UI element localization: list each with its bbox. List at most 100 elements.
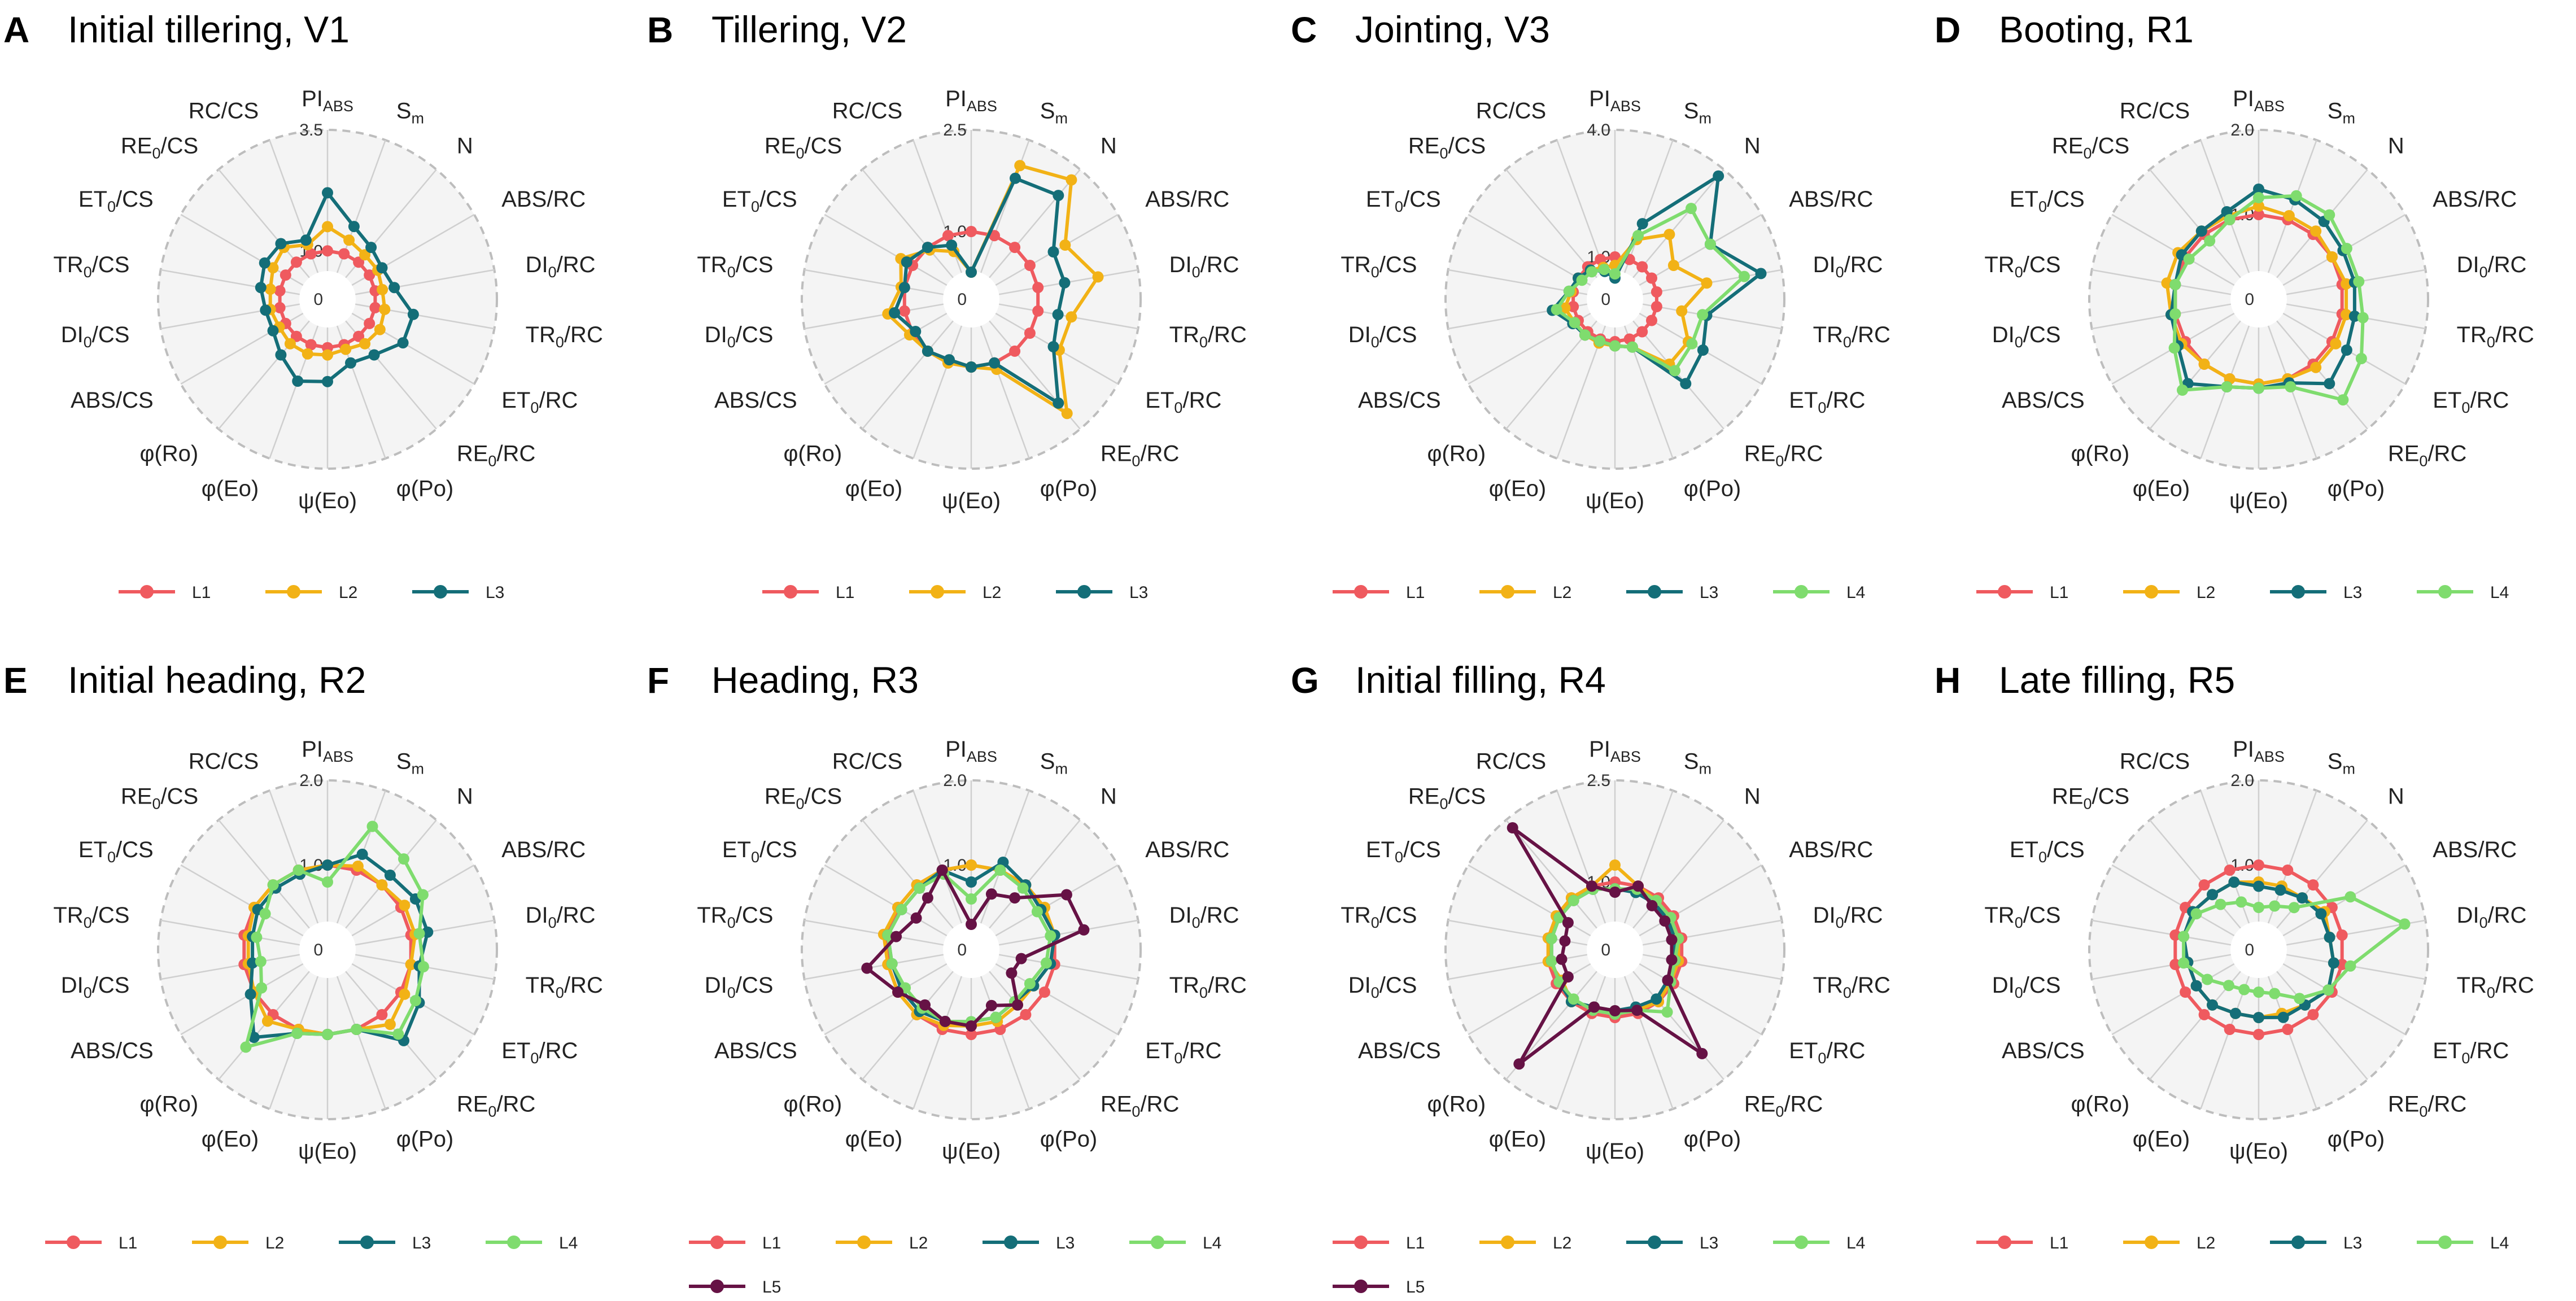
legend-item-l4: L4 <box>2417 1234 2509 1252</box>
tick-label: 0 <box>1601 290 1610 309</box>
data-point-l4 <box>1686 203 1697 215</box>
axis-label: N <box>2388 133 2404 158</box>
data-point-l2 <box>359 249 371 261</box>
data-point-l4 <box>1704 238 1716 250</box>
axis-label: PIABS <box>302 737 353 765</box>
legend-swatch-dot <box>213 1235 227 1249</box>
data-point-l2 <box>1061 408 1073 420</box>
axis-label: ET0/CS <box>2010 837 2085 866</box>
data-point-l1 <box>2253 209 2264 220</box>
data-point-l1 <box>2282 1024 2294 1035</box>
data-point-l4 <box>240 1041 252 1053</box>
data-point-l3 <box>348 221 360 233</box>
axis-label: RE0/CS <box>1408 133 1486 161</box>
data-point-l4 <box>1626 341 1638 353</box>
spoke <box>1639 213 1762 286</box>
legend-swatch-dot <box>1354 585 1368 599</box>
legend-swatch-dot <box>1795 585 1808 599</box>
legend-item-l1: L1 <box>119 583 211 602</box>
data-point-l4 <box>1576 274 1588 286</box>
data-point-l5 <box>919 999 931 1011</box>
spoke <box>980 790 1030 924</box>
data-point-l4 <box>2337 394 2349 406</box>
data-point-l3 <box>292 376 304 387</box>
tick-label: 0 <box>2245 941 2254 959</box>
data-point-l3 <box>889 307 901 318</box>
tick-label: 0 <box>313 290 323 309</box>
axis-label: TR0/CS <box>697 252 773 281</box>
spoke <box>2111 864 2235 937</box>
data-point-l4 <box>994 865 1006 876</box>
data-point-l1 <box>1020 1009 1032 1020</box>
axis-label: ET0/RC <box>1145 1038 1221 1067</box>
axis-label: φ(Po) <box>1684 1127 1741 1152</box>
axis-label: Sm <box>2328 98 2355 126</box>
tick-label: 4.0 <box>1587 121 1610 139</box>
data-point-l5 <box>1659 915 1671 927</box>
axis-label: DI0/CS <box>61 973 130 1001</box>
axis-label: ABS/RC <box>2433 187 2517 212</box>
data-point-l4 <box>1697 309 1709 321</box>
data-point-l2 <box>2330 338 2342 350</box>
tick-label: 2.0 <box>2230 121 2254 139</box>
data-point-l5 <box>1666 954 1678 966</box>
spoke <box>862 169 954 278</box>
axis-label: N <box>457 784 473 809</box>
spoke <box>1505 819 1597 929</box>
legend-swatch-dot <box>784 585 797 599</box>
data-point-l1 <box>353 330 365 342</box>
spoke <box>804 919 944 946</box>
axis-label: PIABS <box>2233 86 2285 115</box>
data-point-l1 <box>322 245 333 257</box>
spoke <box>862 320 954 430</box>
data-point-l4 <box>1632 230 1644 242</box>
legend-item-l4: L4 <box>486 1234 578 1252</box>
data-point-l4 <box>413 928 425 940</box>
axis-label: ABS/CS <box>714 1038 797 1063</box>
data-point-l3 <box>322 376 333 387</box>
radar-center <box>1587 922 1643 978</box>
spoke <box>804 303 944 330</box>
legend-swatch-dot <box>1648 1235 1661 1249</box>
data-point-l1 <box>274 285 286 297</box>
axis-label: Sm <box>2328 749 2355 777</box>
legend-label: L4 <box>1846 1234 1865 1252</box>
radar-center <box>943 922 999 978</box>
data-point-l4 <box>398 853 409 865</box>
data-point-l4 <box>2253 986 2264 998</box>
axis-label: ABS/CS <box>1358 1038 1441 1063</box>
axis-label: RE0/RC <box>457 1092 536 1120</box>
axis-label: TR0/RC <box>526 973 603 1001</box>
data-point-l4 <box>2290 190 2302 202</box>
data-point-l2 <box>405 959 417 970</box>
data-point-l2 <box>322 349 333 361</box>
data-point-l4 <box>2341 243 2352 254</box>
data-point-l3 <box>898 282 910 294</box>
data-point-l2 <box>2341 309 2352 321</box>
data-point-l4 <box>1669 365 1681 377</box>
data-point-l3 <box>2253 880 2264 892</box>
data-point-l1 <box>2169 959 2181 970</box>
data-point-l4 <box>1024 978 1036 989</box>
data-point-l1 <box>1646 315 1657 326</box>
data-point-l2 <box>340 343 352 355</box>
data-point-l1 <box>2198 879 2210 891</box>
data-point-l3 <box>356 848 368 860</box>
axis-label: ψ(Eo) <box>942 1139 1001 1164</box>
tick-label: 2.0 <box>299 771 323 790</box>
data-point-l4 <box>2355 353 2367 364</box>
data-point-l1 <box>290 330 302 342</box>
data-point-l5 <box>1631 1005 1643 1016</box>
axis-label: ABS/RC <box>501 187 586 212</box>
legend-label: L4 <box>2490 1234 2509 1252</box>
axis-label: ABS/CS <box>2002 388 2085 413</box>
data-point-l3 <box>260 304 272 316</box>
data-point-l4 <box>2204 235 2216 247</box>
legend-item-l1: L1 <box>1976 1234 2068 1252</box>
axis-label: N <box>1101 784 1117 809</box>
spoke <box>1623 139 1674 273</box>
data-point-l1 <box>1032 305 1044 317</box>
